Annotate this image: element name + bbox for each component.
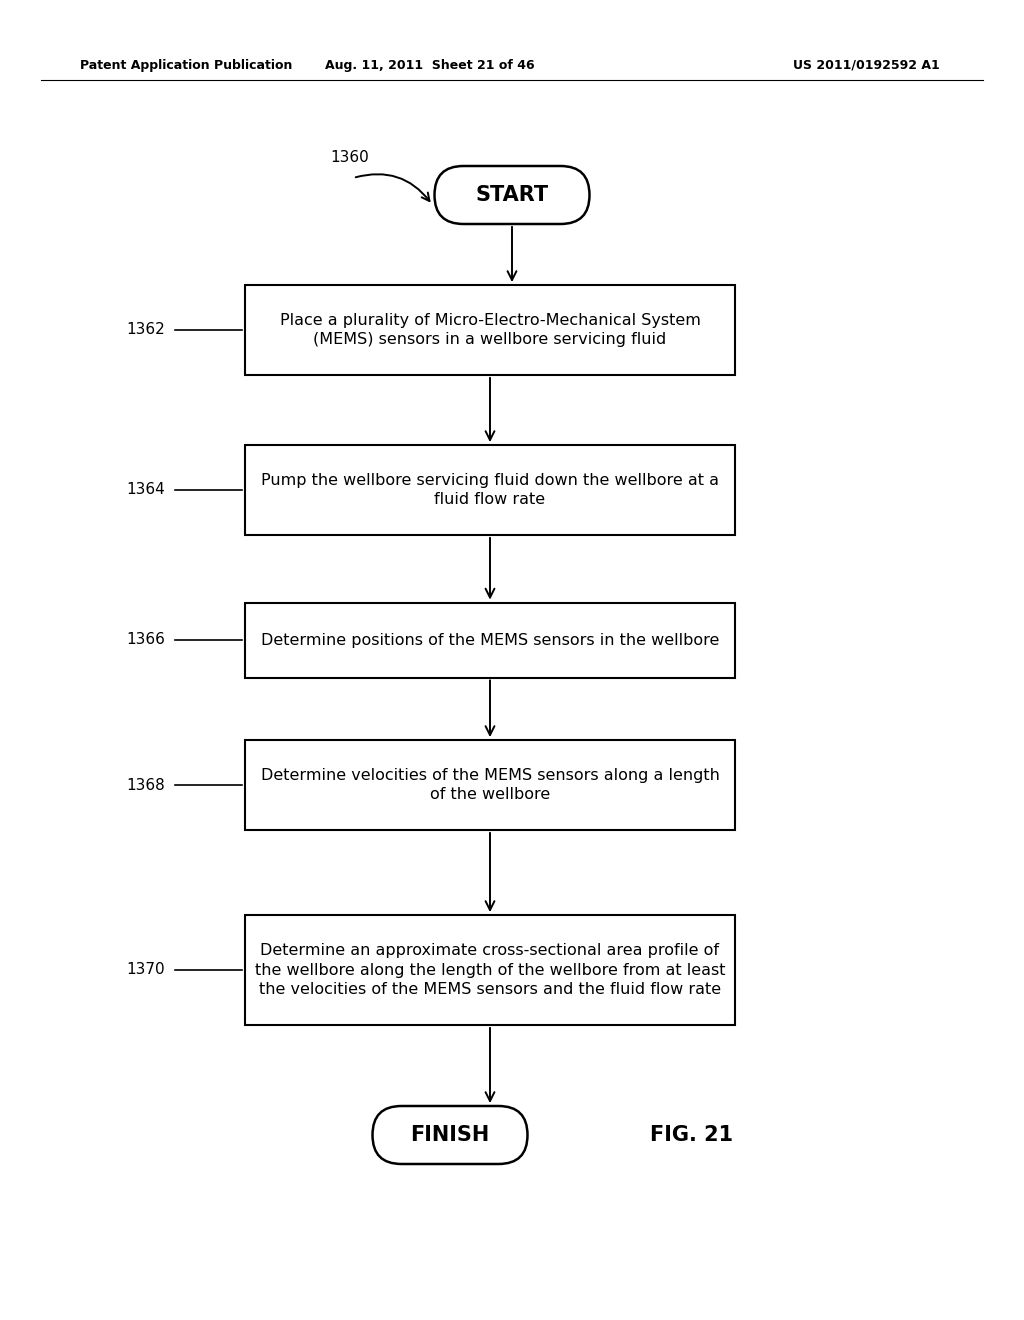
Text: 1368: 1368	[126, 777, 165, 792]
Text: FINISH: FINISH	[411, 1125, 489, 1144]
Text: Determine velocities of the MEMS sensors along a length
of the wellbore: Determine velocities of the MEMS sensors…	[260, 768, 720, 803]
Text: 1366: 1366	[126, 632, 165, 648]
Text: Determine an approximate cross-sectional area profile of
the wellbore along the : Determine an approximate cross-sectional…	[255, 942, 725, 998]
Text: Place a plurality of Micro-Electro-Mechanical System
(MEMS) sensors in a wellbor: Place a plurality of Micro-Electro-Mecha…	[280, 313, 700, 347]
Bar	[245, 285, 735, 375]
Bar	[245, 602, 735, 677]
Text: Aug. 11, 2011  Sheet 21 of 46: Aug. 11, 2011 Sheet 21 of 46	[326, 58, 535, 71]
Bar	[245, 915, 735, 1026]
Text: Patent Application Publication: Patent Application Publication	[80, 58, 293, 71]
Bar	[245, 445, 735, 535]
Text: US 2011/0192592 A1: US 2011/0192592 A1	[794, 58, 940, 71]
Text: 1370: 1370	[126, 962, 165, 978]
Text: 1364: 1364	[126, 483, 165, 498]
FancyBboxPatch shape	[434, 166, 590, 224]
Text: START: START	[475, 185, 549, 205]
FancyBboxPatch shape	[373, 1106, 527, 1164]
Bar	[245, 741, 735, 830]
Text: Pump the wellbore servicing fluid down the wellbore at a
fluid flow rate: Pump the wellbore servicing fluid down t…	[261, 473, 719, 507]
Text: 1362: 1362	[126, 322, 165, 338]
Text: 1360: 1360	[330, 149, 369, 165]
Text: FIG. 21: FIG. 21	[650, 1125, 733, 1144]
Text: Determine positions of the MEMS sensors in the wellbore: Determine positions of the MEMS sensors …	[261, 632, 719, 648]
